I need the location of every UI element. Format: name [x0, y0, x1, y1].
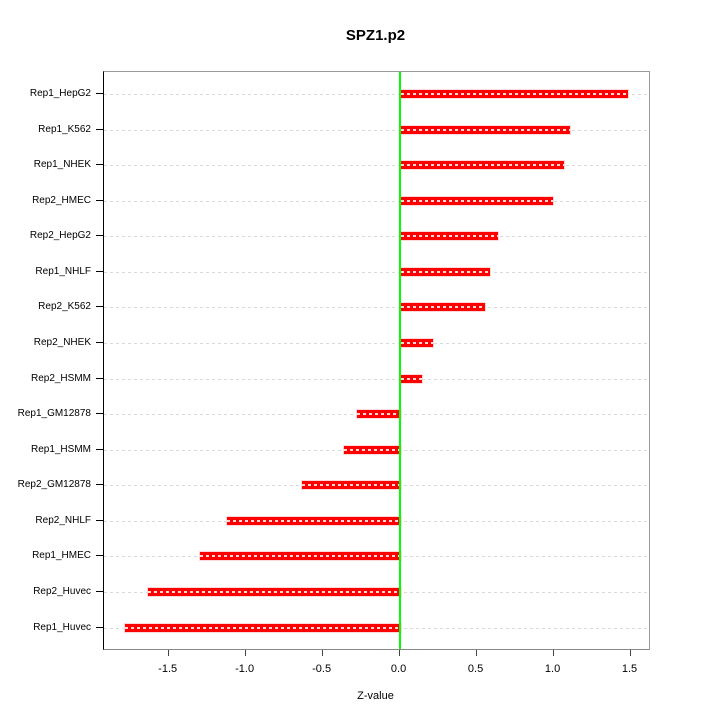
gridline	[104, 236, 649, 238]
bar-Rep1_HepG2	[399, 89, 630, 99]
chart-title: SPZ1.p2	[345, 27, 406, 44]
zero-reference-line	[398, 72, 401, 649]
x-tick-label: -1.0	[235, 663, 255, 675]
x-tick-label: 1.0	[544, 663, 561, 675]
y-category-label: Rep1_NHEK	[33, 159, 91, 171]
bar-Rep2_Huvec	[147, 586, 402, 597]
bar-dash-pattern	[400, 164, 564, 167]
bar-Rep2_HepG2	[399, 231, 499, 242]
y-category-label: Rep2_NHLF	[35, 514, 91, 526]
gridline	[104, 271, 649, 273]
x-axis-tick	[552, 650, 554, 656]
x-tick-label: -0.5	[312, 663, 332, 675]
gridline	[104, 94, 649, 95]
gridline	[104, 342, 649, 344]
y-axis-tick	[96, 93, 103, 94]
bar-dash-pattern	[400, 128, 570, 131]
bar-Rep1_NHEK	[399, 160, 565, 171]
x-axis-tick	[475, 650, 477, 656]
bar-dash-pattern	[148, 590, 401, 593]
bar-Rep2_GM12878	[301, 480, 402, 491]
bar-dash-pattern	[200, 555, 401, 558]
plot-area	[103, 71, 650, 650]
y-category-label: Rep1_Huvec	[33, 621, 91, 633]
gridline	[104, 165, 649, 167]
x-axis-tick	[244, 650, 246, 656]
bar-Rep2_NHEK	[399, 337, 434, 348]
x-axis-tick	[321, 650, 323, 656]
y-axis-tick	[96, 128, 103, 130]
bar-dash-pattern	[400, 270, 490, 273]
bar-dash-pattern	[400, 377, 423, 380]
y-category-label: Rep1_GM12878	[17, 408, 91, 420]
gridline	[104, 200, 649, 202]
y-axis-tick	[96, 341, 103, 343]
y-category-label: Rep2_Huvec	[33, 585, 91, 597]
y-axis-tick	[96, 306, 103, 308]
bar-Rep1_K562	[399, 124, 571, 135]
y-axis-tick	[96, 590, 103, 592]
bar-Rep1_Huvec	[124, 622, 402, 633]
y-category-label: Rep2_HepG2	[29, 230, 91, 242]
y-category-label: Rep1_NHLF	[35, 265, 91, 277]
y-axis-tick	[96, 626, 103, 628]
bar-dash-pattern	[400, 199, 553, 202]
y-category-label: Rep2_NHEK	[33, 336, 91, 348]
bar-dash-pattern	[343, 448, 401, 451]
y-axis-tick	[96, 377, 103, 379]
gridline	[104, 378, 649, 380]
y-category-label: Rep1_HSMM	[30, 443, 91, 455]
x-axis-tick	[167, 650, 169, 656]
y-category-label: Rep1_K562	[38, 123, 91, 135]
bar-dash-pattern	[302, 484, 401, 487]
bar-Rep2_K562	[399, 302, 487, 313]
x-axis-tick	[629, 650, 631, 656]
bar-Rep1_NHLF	[399, 266, 491, 277]
bar-dash-pattern	[400, 341, 433, 344]
x-tick-label: 1.5	[621, 663, 638, 675]
gridline	[104, 307, 649, 309]
y-axis-tick	[96, 199, 103, 201]
bar-dash-pattern	[400, 306, 486, 309]
y-category-label: Rep1_HMEC	[32, 550, 91, 562]
bar-dash-pattern	[400, 235, 498, 238]
y-axis-tick	[96, 448, 103, 450]
y-axis-tick	[96, 235, 103, 237]
y-category-label: Rep2_HMEC	[32, 194, 91, 206]
y-category-label: Rep2_K562	[38, 301, 91, 313]
bar-Rep2_NHLF	[225, 515, 402, 526]
bar-dash-pattern	[357, 413, 401, 416]
y-axis-tick	[96, 164, 103, 166]
gridline	[104, 129, 649, 131]
y-axis-tick	[96, 555, 103, 557]
bar-dash-pattern	[125, 626, 401, 629]
x-axis-label: Z-value	[357, 690, 394, 702]
y-axis-tick	[96, 270, 103, 272]
y-category-label: Rep2_HSMM	[30, 372, 91, 384]
bar-Rep1_HMEC	[199, 551, 402, 562]
bar-Rep1_HSMM	[342, 444, 402, 455]
x-tick-label: 0.0	[390, 663, 407, 675]
bar-Rep2_HMEC	[399, 195, 554, 206]
bar-dash-pattern	[226, 519, 401, 522]
y-axis-tick	[96, 519, 103, 521]
y-category-label: Rep2_GM12878	[17, 479, 91, 491]
x-tick-label: 0.5	[467, 663, 484, 675]
bar-dash-pattern	[400, 93, 629, 95]
y-axis-tick	[96, 484, 103, 486]
x-tick-label: -1.5	[158, 663, 178, 675]
y-axis-tick	[96, 413, 103, 415]
x-axis-tick	[398, 650, 400, 656]
y-category-label: Rep1_HepG2	[29, 88, 91, 99]
bar-Rep1_GM12878	[356, 409, 402, 420]
bar-Rep2_HSMM	[399, 373, 424, 384]
